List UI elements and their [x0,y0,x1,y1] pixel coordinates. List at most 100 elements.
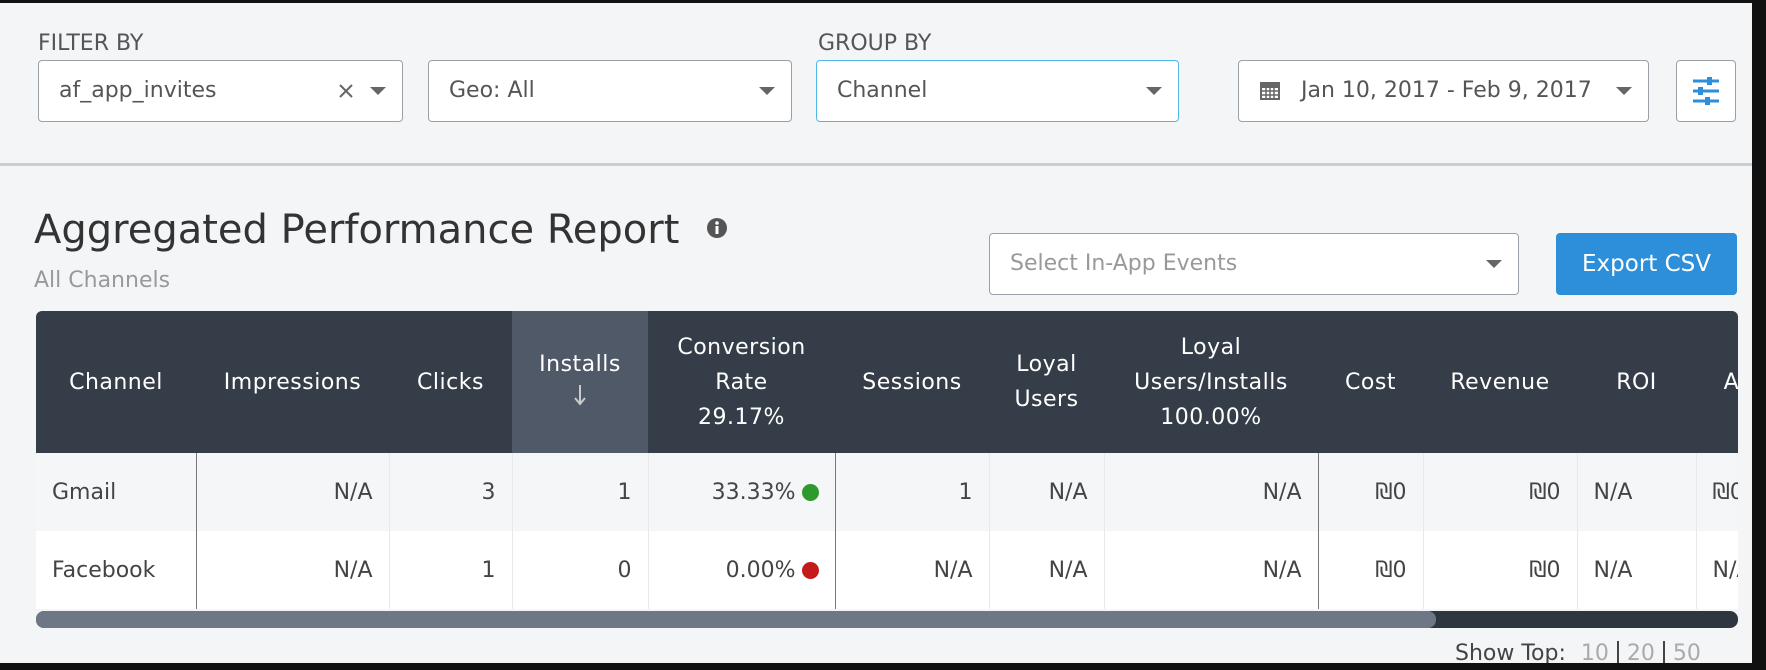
cell-value: 1 [481,557,496,583]
report-title: Aggregated Performance Report [34,207,728,253]
column-header: ARPU [1696,311,1738,453]
calendar-icon [1260,82,1280,100]
cell-value: N/A [1712,557,1739,583]
table-cell: 1 [389,531,513,609]
status-dot [801,483,819,501]
page-size-option[interactable]: 10 [1580,641,1609,663]
report-table: Channel Impressions Clicks Installs Conversi… [36,311,1738,609]
column-header: ROI [1577,311,1696,453]
table-cell: N/A [196,453,390,531]
table-cell: N/A [1696,531,1738,609]
cell-value: N/A [1048,557,1088,583]
scrollbar[interactable] [36,611,1738,628]
event-value: af_app_invites [59,78,217,103]
cell-value: 1 [958,479,973,505]
table-cell: 3 [389,453,513,531]
header-label: Clicks [417,369,484,395]
table-cell: N/A [1104,531,1319,609]
header-label: ROI [1616,369,1657,395]
sort-arrow[interactable] [573,384,587,406]
column-header: Impressions [196,311,389,453]
cell-value: 0.00% [725,557,796,583]
table-cell: N/A [1577,531,1697,609]
cell-value: ₪0 [1375,557,1407,583]
page-size-option[interactable]: 50 [1662,641,1709,663]
cell-value: ₪0 [1712,479,1739,505]
table-cell: N/A [989,531,1105,609]
date-select[interactable]: Jan 10, 2017 - Feb 9, 2017 [1238,60,1649,122]
pagination: Show Top: 10 20 50 [1455,641,1709,663]
cell-value: N/A [933,557,973,583]
table-cell: N/A [1104,453,1319,531]
table-cell: N/A [1577,453,1697,531]
table-cell: ₪0 [1423,453,1578,531]
cell-value: N/A [1262,557,1302,583]
table-cell: N/A [835,531,990,609]
status-dot [801,561,819,579]
cell-value: N/A [1593,479,1633,505]
header-label: Loyal Users [1014,352,1079,412]
column-header: Conversion Rate 29.17% [648,311,835,453]
geo-select[interactable]: Geo: All [428,60,792,122]
filter-bar: FILTER BY af_app_invites Geo: All GROUP … [0,3,1752,166]
table-wrap: Channel Impressions Clicks Installs Conversi… [36,311,1738,611]
column-header: Loyal Users/Installs 100.00% [1104,311,1318,453]
geo-value: Geo: All [449,78,535,103]
cell-value: ₪0 [1529,557,1561,583]
table-cell: N/A [989,453,1105,531]
cell-value: N/A [1593,557,1633,583]
scroll-thumb[interactable] [36,611,1436,628]
cell-value: N/A [333,557,373,583]
table-cell: Facebook [36,531,197,609]
date-value: Jan 10, 2017 - Feb 9, 2017 [1301,78,1592,103]
cell-value: N/A [1048,479,1088,505]
table-cell: ₪0 [1423,531,1578,609]
title-text: Aggregated Performance Report [34,207,680,253]
cell-value: Facebook [52,557,156,583]
header-label: ARPU [1723,369,1738,395]
column-header: Revenue [1423,311,1577,453]
cell-value: N/A [333,479,373,505]
table-cell: 1 [512,453,649,531]
group-select[interactable]: Channel [816,60,1179,122]
table-cell: 0 [512,531,649,609]
header-label: Installs [539,352,621,377]
group-value: Channel [837,78,928,103]
clear-icon[interactable] [338,83,354,99]
column-header: Installs [512,311,648,453]
export-button[interactable]: Export CSV [1556,233,1737,295]
header-label: Loyal Users/Installs [1134,334,1288,395]
header-label: Sessions [862,369,962,395]
filter-label: FILTER BY [38,31,144,56]
cell-value: Gmail [52,479,117,505]
header-sub: 29.17% [698,404,785,430]
header-label: Cost [1345,369,1396,395]
header-label: Impressions [223,369,362,395]
table-cell: ₪0 [1696,453,1738,531]
event-select[interactable]: af_app_invites [38,60,403,122]
settings-button[interactable] [1676,60,1736,122]
header-label: Revenue [1450,369,1550,395]
info-icon[interactable] [706,217,728,239]
cell-value: 1 [617,479,632,505]
header-sub: 100.00% [1160,404,1262,430]
cell-value: 3 [481,479,496,505]
table-cell: 33.33% [648,453,836,531]
report-subtitle: All Channels [34,268,171,293]
column-header: Sessions [835,311,989,453]
settings-icon [1693,77,1719,105]
table-cell: ₪0 [1318,453,1424,531]
table-cell: 0.00% [648,531,836,609]
header-label: Conversion Rate [677,334,806,395]
page-size-option[interactable]: 20 [1616,641,1663,663]
events-placeholder: Select In-App Events [1010,251,1238,276]
cell-value: N/A [1262,479,1302,505]
table-cell: 1 [835,453,990,531]
events-select[interactable]: Select In-App Events [989,233,1519,295]
column-header: Channel [36,311,196,453]
app: FILTER BY af_app_invites Geo: All GROUP … [0,3,1752,663]
column-header: Loyal Users [989,311,1104,453]
table-cell: ₪0 [1318,531,1424,609]
